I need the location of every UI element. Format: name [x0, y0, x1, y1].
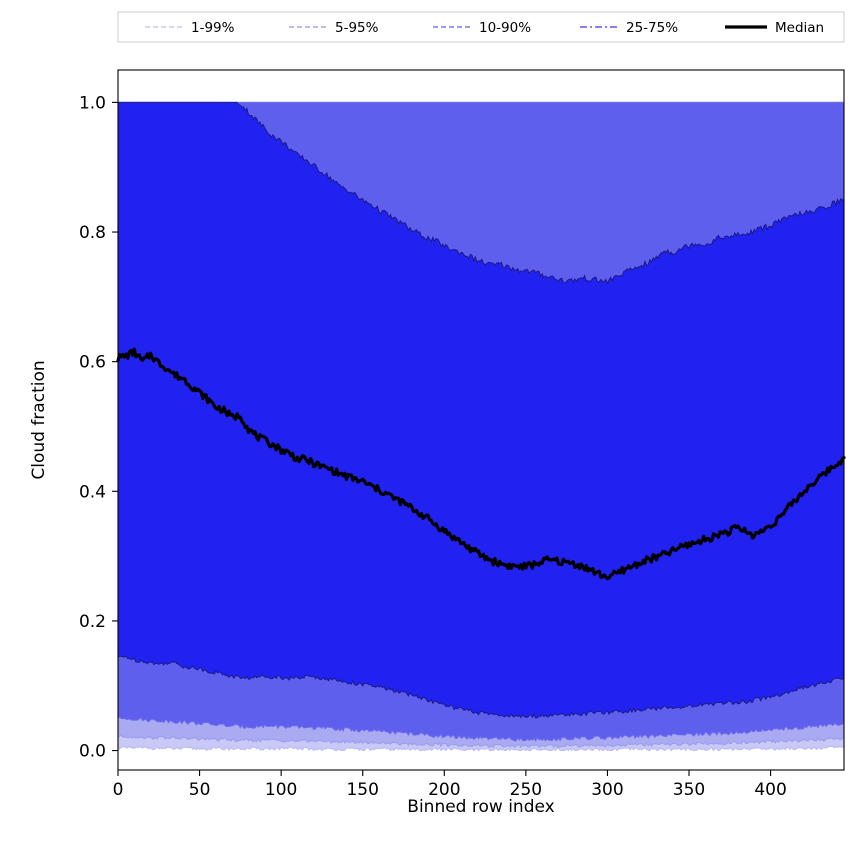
y-axis-label: Cloud fraction — [29, 360, 49, 479]
y-tick-label: 0.6 — [79, 353, 106, 373]
y-tick-label: 0.8 — [79, 223, 106, 243]
x-tick-label: 400 — [754, 780, 786, 800]
percentile-bands — [118, 102, 844, 751]
x-tick-label: 300 — [591, 780, 623, 800]
edge-p1 — [117, 745, 845, 752]
y-tick-label: 0.0 — [79, 742, 106, 762]
y-tick-label: 0.4 — [79, 482, 106, 502]
x-tick-label: 50 — [189, 780, 211, 800]
plot-frame — [117, 69, 845, 771]
x-tick-label: 100 — [265, 780, 297, 800]
y-axis-ticks: 0.0 0.2 0.4 0.6 0.8 1.0 — [79, 93, 118, 762]
x-tick-label: 200 — [428, 780, 460, 800]
median-line — [116, 347, 846, 581]
band-p75-p25 — [118, 102, 844, 718]
chart-legend: 1-99% 5-95% 10-90% 25-75% Median — [117, 11, 845, 43]
legend-label: Median — [775, 20, 824, 36]
percentile-band-edges — [117, 101, 845, 752]
x-tick-label: 150 — [346, 780, 378, 800]
legend-label: 25-75% — [626, 20, 678, 36]
edge-p5 — [117, 733, 845, 749]
x-tick-label: 250 — [510, 780, 542, 800]
x-tick-label: 0 — [113, 780, 124, 800]
edge-p25 — [117, 655, 845, 719]
edge-p10 — [117, 716, 845, 742]
y-tick-label: 1.0 — [79, 93, 106, 113]
legend-label: 5-95% — [335, 20, 379, 36]
x-tick-label: 350 — [673, 780, 705, 800]
legend-label: 10-90% — [479, 20, 531, 36]
x-axis-label: Binned row index — [407, 797, 554, 817]
legend-background — [117, 11, 845, 43]
x-axis-ticks: 0 50 100 150 200 250 300 350 400 — [113, 770, 787, 800]
y-tick-label: 0.2 — [79, 612, 106, 632]
legend-label: 1-99% — [191, 20, 235, 36]
edge-p75 — [118, 101, 845, 285]
